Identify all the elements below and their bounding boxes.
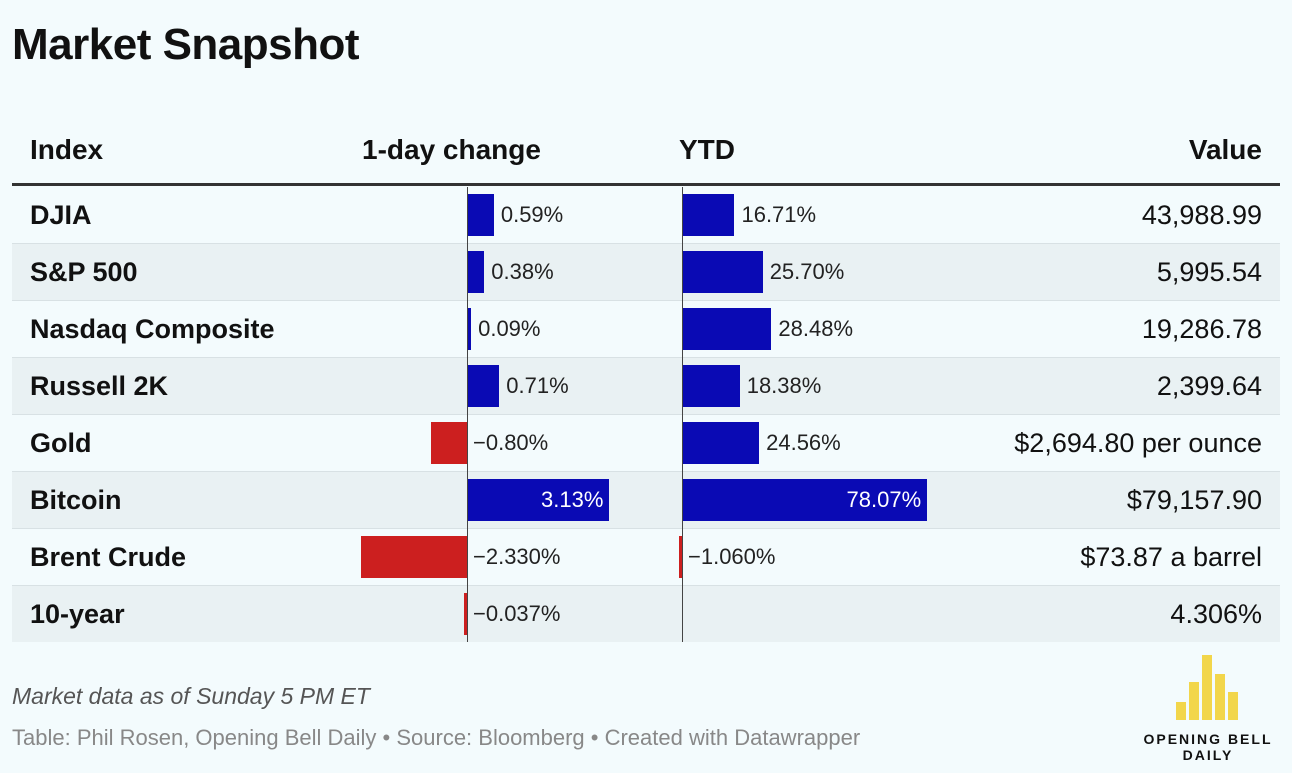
day-label: 0.59% bbox=[500, 202, 564, 227]
table-row: Russell 2K 0.71% 18.38% 2,399.64 bbox=[12, 358, 1280, 415]
ytd-bar bbox=[682, 422, 760, 464]
ytd-label: 28.48% bbox=[778, 316, 854, 341]
day-label: −2.330% bbox=[473, 544, 561, 569]
column-header-ytd[interactable]: YTD bbox=[679, 134, 735, 165]
day-bar bbox=[467, 194, 494, 236]
column-header-index[interactable]: Index bbox=[30, 134, 104, 165]
table-row: DJIA 0.59% 16.71% 43,988.99 bbox=[12, 187, 1280, 244]
table-row: Nasdaq Composite 0.09% 28.48% 19,286.78 bbox=[12, 301, 1280, 358]
ytd-label: 78.07% bbox=[846, 487, 922, 512]
ytd-bar bbox=[678, 536, 682, 578]
day-label: 0.38% bbox=[491, 259, 554, 284]
ytd-label: 18.38% bbox=[746, 373, 822, 398]
day-label: 3.13% bbox=[541, 487, 604, 512]
table-row: Brent Crude −2.330% −1.060% $73.87 a barrel bbox=[12, 529, 1280, 586]
day-bar bbox=[360, 536, 467, 578]
day-label: 0.09% bbox=[478, 316, 541, 341]
table-row: S&P 500 0.38% 25.70% 5,995.54 bbox=[12, 244, 1280, 301]
index-name: S&P 500 bbox=[30, 257, 138, 287]
index-name: 10-year bbox=[30, 599, 125, 629]
header-divider bbox=[12, 183, 1280, 186]
index-name: Brent Crude bbox=[30, 542, 187, 572]
index-value: 19,286.78 bbox=[1141, 314, 1262, 344]
ytd-zero-axis bbox=[682, 187, 683, 642]
index-value: 4.306% bbox=[1170, 599, 1262, 629]
day-label: −0.037% bbox=[473, 601, 561, 626]
ytd-bar bbox=[682, 308, 772, 350]
table-body: DJIA 0.59% 16.71% 43,988.99 S&P 500 0.38% 25.7… bbox=[12, 187, 1280, 642]
day-bar bbox=[467, 365, 500, 407]
index-value: 5,995.54 bbox=[1156, 257, 1262, 287]
day-bar bbox=[467, 308, 472, 350]
bar-chart-logo-icon bbox=[1176, 655, 1238, 720]
index-value: $73.87 a barrel bbox=[1080, 542, 1262, 572]
page-title: Market Snapshot bbox=[12, 20, 360, 69]
logo-wordmark: OPENING BELL DAILY bbox=[1143, 731, 1273, 763]
day-label: −0.80% bbox=[473, 430, 549, 455]
day-bar bbox=[467, 479, 610, 521]
index-name: Bitcoin bbox=[30, 485, 122, 515]
day-bar bbox=[430, 422, 467, 464]
index-value: 43,988.99 bbox=[1141, 200, 1262, 230]
index-name: DJIA bbox=[30, 200, 92, 230]
ytd-bar bbox=[682, 479, 928, 521]
index-value: $2,694.80 per ounce bbox=[1014, 428, 1262, 458]
column-header-value[interactable]: Value bbox=[1188, 134, 1262, 165]
data-timestamp-note: Market data as of Sunday 5 PM ET bbox=[12, 683, 370, 709]
index-value: $79,157.90 bbox=[1126, 485, 1262, 515]
index-value: 2,399.64 bbox=[1156, 371, 1262, 401]
table-row: Gold −0.80% 24.56% $2,694.80 per ounce bbox=[12, 415, 1280, 472]
opening-bell-daily-logo: OPENING BELL DAILY bbox=[1136, 655, 1280, 765]
table-row: 10-year −0.037% 4.306% bbox=[12, 586, 1280, 642]
ytd-label: 24.56% bbox=[766, 430, 841, 455]
table-row: Bitcoin 3.13% 78.07% $79,157.90 bbox=[12, 472, 1280, 529]
index-name: Nasdaq Composite bbox=[30, 314, 275, 344]
day-label: 0.71% bbox=[506, 373, 569, 398]
index-name: Russell 2K bbox=[30, 371, 169, 401]
ytd-label: −1.060% bbox=[688, 544, 776, 569]
ytd-label: 16.71% bbox=[741, 202, 817, 227]
ytd-bar bbox=[682, 194, 735, 236]
ytd-label: 25.70% bbox=[769, 259, 845, 284]
day-bar bbox=[464, 593, 467, 635]
day-change-zero-axis bbox=[467, 187, 468, 642]
column-header-1-day-change[interactable]: 1-day change bbox=[362, 134, 541, 165]
ytd-bar bbox=[682, 251, 763, 293]
ytd-bar bbox=[682, 365, 740, 407]
source-credit: Table: Phil Rosen, Opening Bell Daily • … bbox=[12, 725, 861, 750]
day-bar bbox=[467, 251, 485, 293]
index-name: Gold bbox=[30, 428, 92, 458]
